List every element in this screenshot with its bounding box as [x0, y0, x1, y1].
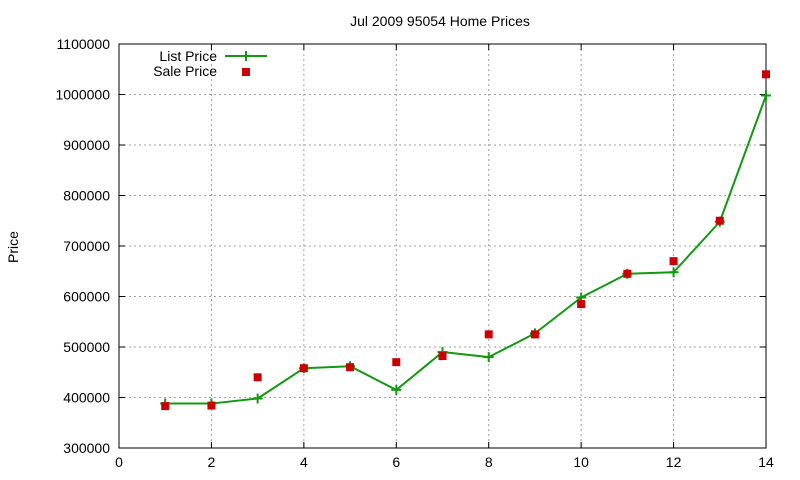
sale-price-point: [484, 330, 493, 339]
sale-price-point: [207, 401, 216, 410]
sale-price-point: [346, 363, 355, 372]
legend-label-sale-price: Sale Price: [153, 63, 217, 79]
sale-price-point: [438, 352, 447, 361]
x-tick-label: 12: [666, 454, 682, 470]
series-layer: [160, 70, 771, 411]
legend-marker-sale-price: [242, 68, 250, 76]
list-price-point: [483, 352, 494, 363]
legend-label-list-price: List Price: [159, 48, 217, 64]
sale-price-point: [669, 257, 678, 266]
y-tick-label: 1000000: [55, 87, 110, 103]
list-price-point: [761, 90, 771, 101]
plot-frame: [118, 43, 767, 449]
y-tick-label: 800000: [63, 188, 110, 204]
sale-price-point: [299, 364, 308, 373]
y-tick-label: 500000: [63, 339, 110, 355]
y-axis-tick-labels: 300000 400000 500000 600000 700000 800000 9000…: [55, 36, 110, 456]
sale-price-point: [253, 373, 262, 382]
list-price-point: [391, 384, 402, 395]
y-tick-label: 700000: [63, 238, 110, 254]
sale-price-point: [530, 330, 539, 339]
legend: List Price Sale Price: [153, 48, 267, 79]
sale-price-point: [392, 358, 401, 367]
x-tick-label: 8: [485, 454, 493, 470]
legend-marker-list-price: [241, 51, 251, 61]
list-price-line: [165, 95, 767, 405]
y-axis-label: Price: [5, 231, 21, 263]
x-tick-label: 14: [758, 454, 774, 470]
y-tick-label: 1100000: [57, 36, 111, 52]
x-tick-label: 2: [208, 454, 216, 470]
y-tick-label: 900000: [63, 137, 110, 153]
x-tick-label: 4: [300, 454, 308, 470]
sale-price-point: [762, 70, 770, 79]
sale-price-point: [161, 402, 170, 411]
chart-title: Jul 2009 95054 Home Prices: [350, 13, 530, 29]
sale-price-point: [623, 269, 632, 278]
x-axis-tick-labels: 0 2 4 6 8 10 12 14: [115, 454, 774, 470]
x-tick-label: 0: [115, 454, 123, 470]
sale-price-point: [577, 300, 586, 309]
sale-price-point: [715, 216, 724, 225]
y-tick-label: 400000: [63, 390, 110, 406]
x-tick-label: 6: [392, 454, 400, 470]
y-tick-label: 600000: [63, 289, 110, 305]
list-price-point: [668, 267, 679, 278]
grid-lines: [119, 44, 766, 448]
x-tick-label: 10: [573, 454, 589, 470]
list-price-point: [252, 393, 263, 404]
y-tick-label: 300000: [63, 440, 110, 456]
